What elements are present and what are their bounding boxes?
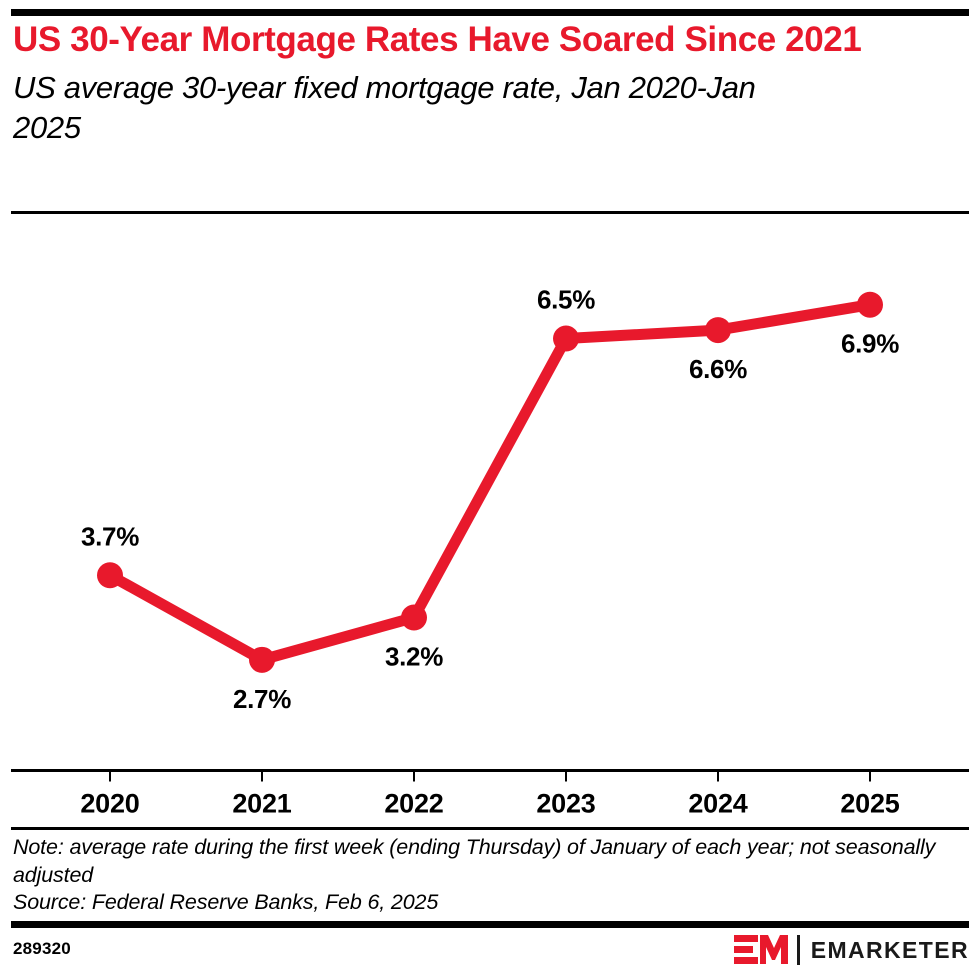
x-tick-label-2021: 2021 [232,789,291,819]
brand-wordmark: EMARKETER [810,936,969,963]
data-label-2022: 3.2% [385,642,443,672]
logo-divider [796,935,800,965]
data-point-2021 [249,646,275,673]
series-line-mortgage-rate [104,299,876,666]
data-label-2021: 2.7% [233,684,291,714]
data-point-2020 [97,562,123,589]
x-tick-label-2024: 2024 [688,789,747,819]
data-label-2023: 6.5% [537,285,595,315]
x-tick-label-2022: 2022 [384,789,443,819]
header-divider-rule [11,211,969,214]
source-text: Source: Federal Reserve Banks, Feb 6, 20… [13,890,439,915]
line-chart-svg: 3.7%2.7%3.2%6.5%6.6%6.9% 2020 2021 2022 202… [11,285,969,819]
emarketer-logo: EMARKETER [733,933,969,967]
x-axis-ticks [109,770,871,782]
data-point-2025 [857,291,883,318]
data-label-2020: 3.7% [81,521,139,551]
chart-footer: 289320 EMARKETER [0,931,980,977]
series-data-labels: 3.7% 2.7% 3.2% 6.5% 6.6% 6.9% [81,285,900,714]
data-point-2023 [553,325,579,352]
em-monogram-icon [733,935,788,964]
page-title: US 30-Year Mortgage Rates Have Soared Si… [13,20,862,59]
footer-divider-rule [11,921,969,928]
chart-subtitle: US average 30-year fixed mortgage rate, … [13,69,756,145]
data-point-2022 [401,604,427,631]
note-divider-rule [11,827,969,830]
data-label-2024: 6.6% [689,354,747,384]
footnotes: Note: average rate during the first week… [13,834,958,917]
data-label-2025: 6.9% [841,329,899,359]
plot-area: 3.7% 2.7% 3.2% 6.5% 6.6% 6.9% 2020 2021 2022 202… [0,214,980,827]
chart-id-number: 289320 [13,939,71,958]
chart-header: US 30-Year Mortgage Rates Have Soared Si… [13,20,953,147]
x-tick-label-2020: 2020 [80,789,139,819]
x-tick-label-2025: 2025 [840,789,899,819]
x-axis-tick-labels: 2020 2021 2022 2023 2024 2025 [80,789,900,819]
top-divider-rule [11,9,969,16]
series-markers [97,291,883,673]
data-point-2024 [705,317,731,344]
x-tick-label-2023: 2023 [536,789,595,819]
note-text: Note: average rate during the first week… [13,835,936,887]
